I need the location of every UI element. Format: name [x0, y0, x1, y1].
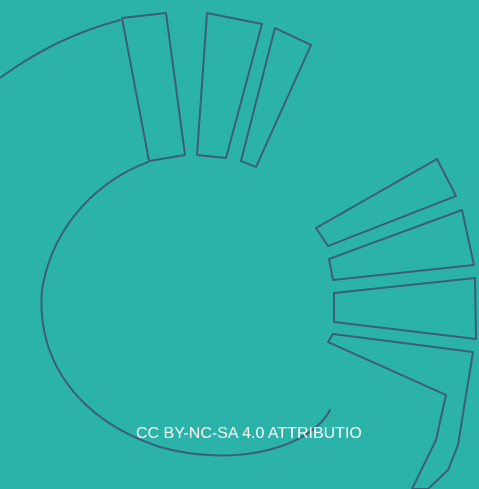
right-bar-1: [315, 158, 457, 247]
license-attribution-text: CC BY-NC-SA 4.0 ATTRIBUTIO: [136, 425, 362, 442]
top-bar-1: [121, 12, 186, 162]
right-bar-2: [328, 209, 475, 281]
top-bar-3: [240, 27, 312, 168]
right-bar-4: [327, 333, 474, 489]
outer-arc-top-left: [0, 19, 121, 79]
inner-ring: [40, 161, 331, 457]
right-bar-3: [333, 277, 477, 340]
top-bar-2: [196, 12, 263, 159]
